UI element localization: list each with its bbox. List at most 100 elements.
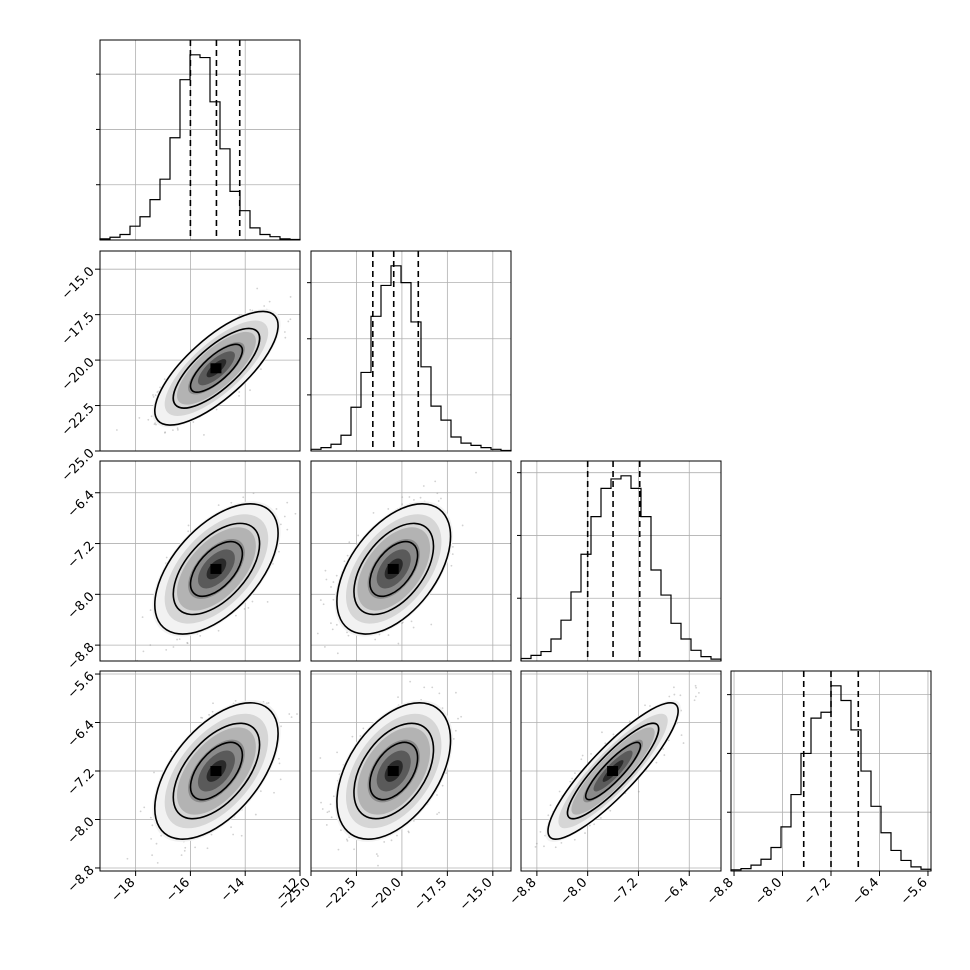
scatter-point [436, 492, 439, 495]
scatter-point [215, 408, 218, 411]
scatter-point [397, 642, 400, 645]
density-contour [189, 343, 244, 393]
scatter-point [151, 824, 154, 827]
scatter-point [278, 550, 280, 553]
scatter-point [176, 638, 178, 641]
scatter-point [199, 635, 202, 637]
scatter-point [153, 423, 156, 426]
scatter-point [156, 391, 159, 394]
scatter-point [217, 629, 220, 632]
scatter-point [186, 641, 189, 644]
density-peak [210, 563, 222, 574]
panel-frame [99, 39, 301, 241]
scatter-point [165, 648, 168, 651]
scatter-point [283, 331, 286, 333]
density-contour [153, 503, 279, 635]
scatter-point [203, 434, 205, 436]
scatter-point [256, 287, 259, 290]
scatter-point [184, 846, 187, 849]
scatter-point [450, 564, 453, 567]
scatter-point [232, 833, 235, 836]
scatter-point [325, 824, 328, 826]
density-contour [153, 310, 279, 426]
scatter-point [283, 515, 286, 518]
scatter-point [413, 820, 415, 822]
scatter-point [289, 318, 292, 321]
scatter-point [201, 716, 204, 719]
scatter-point [243, 608, 246, 610]
scatter-point [323, 646, 326, 648]
scatter-point [149, 816, 152, 819]
scatter-point [438, 811, 440, 814]
scatter-point [278, 757, 280, 760]
scatter-point [177, 457, 179, 459]
panel-frame [310, 460, 512, 662]
scatter-point [410, 620, 413, 623]
scatter-point [152, 394, 154, 396]
scatter-point [266, 600, 269, 603]
density-contour [336, 503, 452, 635]
scatter-point [153, 771, 155, 774]
scatter-point [267, 702, 270, 704]
scatter-point [407, 830, 410, 833]
scatter-point [396, 834, 398, 837]
scatter-point [249, 389, 251, 392]
scatter-point [383, 841, 386, 843]
scatter-point [141, 616, 144, 619]
scatter-point [296, 713, 298, 715]
scatter-point [331, 628, 334, 631]
density-contour [172, 327, 261, 409]
scatter-point [147, 418, 150, 421]
scatter-point [475, 471, 477, 474]
scatter-point [346, 554, 349, 557]
scatter-point [234, 614, 237, 617]
scatter-point [294, 512, 297, 515]
panel-frame [99, 250, 301, 452]
scatter-point [230, 826, 232, 829]
scatter-point [347, 634, 350, 637]
density-contour [369, 540, 419, 598]
scatter-point [238, 391, 241, 393]
scatter-point [343, 560, 346, 563]
scatter-point [330, 586, 332, 588]
scatter-point [284, 336, 287, 339]
scatter-point [346, 631, 348, 634]
scatter-point [273, 791, 275, 794]
scatter-point [163, 378, 166, 381]
scatter-point [288, 713, 291, 715]
scatter-point [316, 632, 319, 635]
density-peak [210, 363, 222, 374]
scatter-panel-2-1 [310, 460, 512, 662]
histogram-step-line [730, 685, 932, 871]
scatter-point [401, 503, 404, 506]
scatter-point [200, 716, 202, 719]
scatter-point [434, 480, 437, 483]
scatter-point [436, 813, 439, 815]
scatter-point [154, 394, 157, 397]
scatter-point [138, 417, 141, 419]
scatter-point [401, 496, 404, 498]
scatter-point [335, 574, 338, 577]
histogram-panel-2 [517, 460, 722, 662]
histogram-step-line [520, 475, 722, 661]
scatter-point [230, 501, 233, 504]
scatter-point [290, 716, 293, 718]
scatter-point [372, 512, 375, 514]
scatter-point [330, 622, 332, 625]
scatter-point [151, 854, 154, 857]
scatter-point [351, 735, 354, 738]
scatter-point [461, 524, 464, 527]
density-peak [387, 563, 399, 574]
scatter-point [319, 599, 322, 601]
scatter-point [387, 634, 390, 636]
scatter-point [176, 428, 179, 431]
scatter-point [430, 623, 433, 626]
scatter-point [187, 524, 190, 527]
scatter-point [286, 528, 289, 531]
scatter-point [155, 423, 157, 426]
scatter-point [413, 499, 415, 501]
scatter-point [340, 829, 342, 832]
scatter-point [247, 606, 250, 609]
scatter-point [336, 652, 339, 655]
